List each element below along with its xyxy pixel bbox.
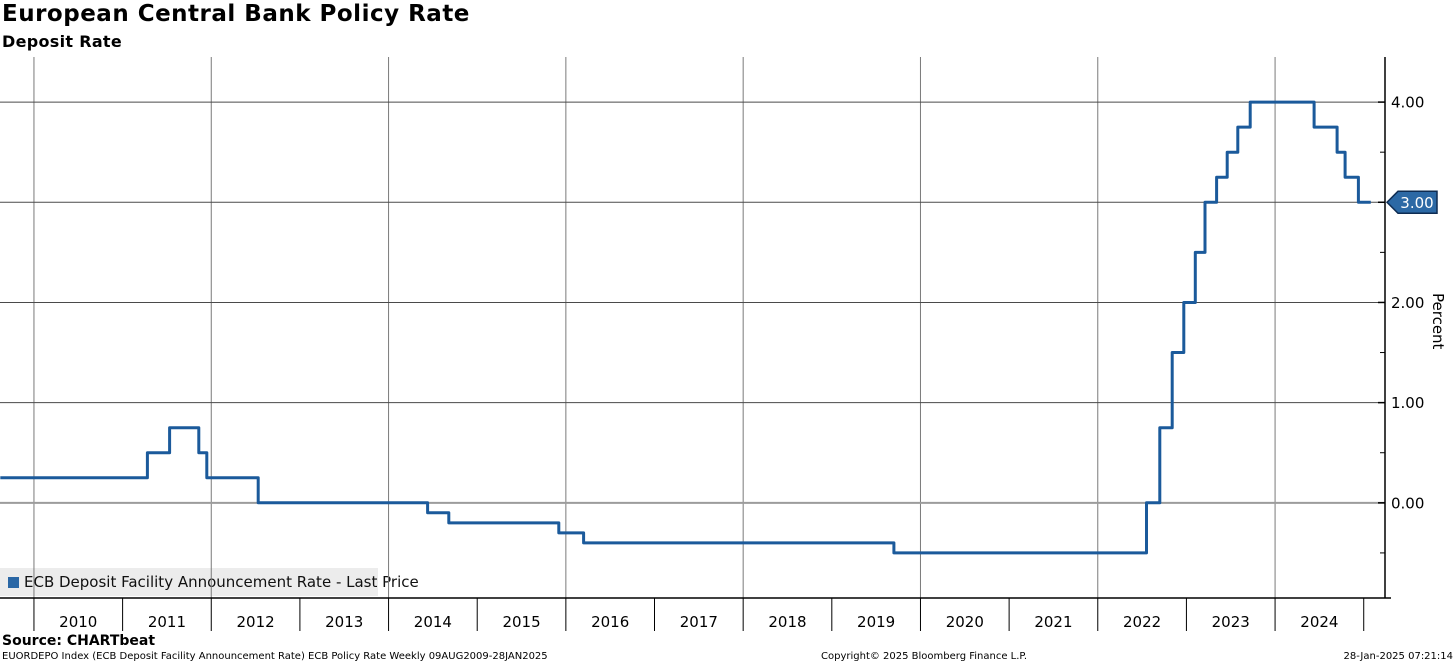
x-tick-label: 2013 <box>325 613 363 631</box>
y-tick-label: 4.00 <box>1391 94 1424 112</box>
series-line <box>0 100 1371 555</box>
page-title: European Central Bank Policy Rate <box>2 1 470 27</box>
y-tick-label: 2.00 <box>1391 294 1424 312</box>
legend-swatch-icon <box>8 576 19 588</box>
y-axis-unit-label: Percent <box>1429 293 1447 350</box>
x-tick-label: 2023 <box>1212 613 1250 631</box>
x-tick-label: 2019 <box>857 613 895 631</box>
page-subtitle: Deposit Rate <box>2 32 123 51</box>
footer-copyright: Copyright© 2025 Bloomberg Finance L.P. <box>821 651 1028 662</box>
x-tick-label: 2016 <box>591 613 629 631</box>
x-tick-label: 2024 <box>1300 613 1338 631</box>
x-tick-label: 2018 <box>768 613 806 631</box>
x-tick-label: 2011 <box>148 613 186 631</box>
last-price-badge <box>1385 190 1438 215</box>
x-tick-label: 2017 <box>680 613 718 631</box>
legend: ECB Deposit Facility Announcement Rate -… <box>0 568 419 596</box>
y-tick-label: 0.00 <box>1391 494 1424 512</box>
footer-timestamp: 28-Jan-2025 07:21:14 <box>1343 651 1453 662</box>
x-tick-label: 2010 <box>59 613 97 631</box>
x-tick-label: 2021 <box>1034 613 1072 631</box>
y-tick-label: 1.00 <box>1391 394 1424 412</box>
x-tick-label: 2014 <box>414 613 452 631</box>
x-tick-label: 2022 <box>1123 613 1161 631</box>
y-tick-label: 3.00 <box>1391 194 1424 212</box>
x-tick-label: 2012 <box>236 613 274 631</box>
source-text: Source: CHARTbeat <box>2 633 156 649</box>
x-tick-label: 2015 <box>502 613 540 631</box>
last-price-label: 3.00 <box>1400 194 1433 212</box>
footer-description: EUORDEPO Index (ECB Deposit Facility Ann… <box>2 651 548 662</box>
x-tick-label: 2020 <box>946 613 984 631</box>
legend-label: ECB Deposit Facility Announcement Rate -… <box>24 573 419 591</box>
